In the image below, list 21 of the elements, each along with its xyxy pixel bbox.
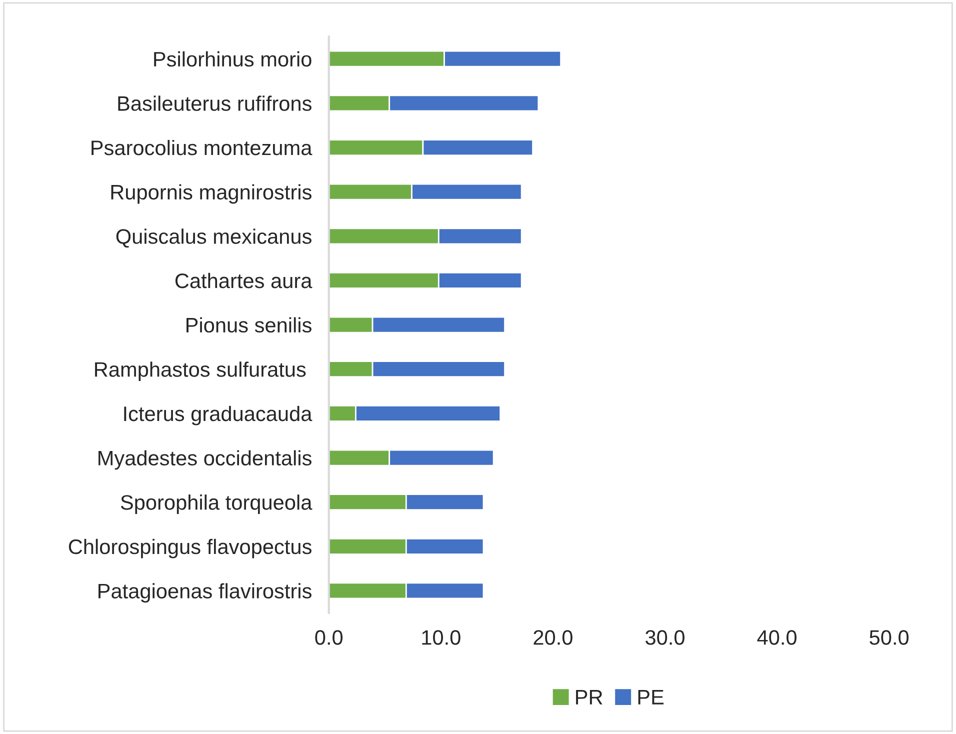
x-tick-label: 0.0 xyxy=(315,630,343,645)
legend-label: PE xyxy=(638,690,664,704)
y-tick-label: Cathartes aura xyxy=(175,272,312,288)
y-tick-label: Ramphastos sulfuratus xyxy=(95,362,306,381)
y-tick-label: Pionus senilis xyxy=(186,317,312,333)
x-tick-label: 30.0 xyxy=(646,630,684,645)
y-tick-label: Psarocolius montezuma xyxy=(92,140,312,156)
y-tick-label: Sporophila torqueola xyxy=(120,494,312,514)
y-tick-label: Quiscalus mexicanus xyxy=(116,228,312,248)
y-tick-label: Patagioenas flavirostris xyxy=(98,583,312,603)
y-tick-label: Icterus graduacauda xyxy=(124,406,312,426)
legend-label: PR xyxy=(576,690,602,704)
x-tick-label: 40.0 xyxy=(757,630,796,645)
y-tick-label: Myadestes occidentalis xyxy=(98,450,312,470)
y-tick-label: Chlorospingus flavopectus xyxy=(68,538,312,558)
y-tick-label: Rupornis magnirostris xyxy=(111,184,312,204)
x-tick-label: 50.0 xyxy=(870,630,909,645)
y-tick-label: Psilorhinus morio xyxy=(154,51,312,67)
y-tick-label: Basileuterus rufifrons xyxy=(118,96,312,111)
x-tick-label: 20.0 xyxy=(534,630,572,645)
x-tick-label: 10.0 xyxy=(422,630,460,645)
